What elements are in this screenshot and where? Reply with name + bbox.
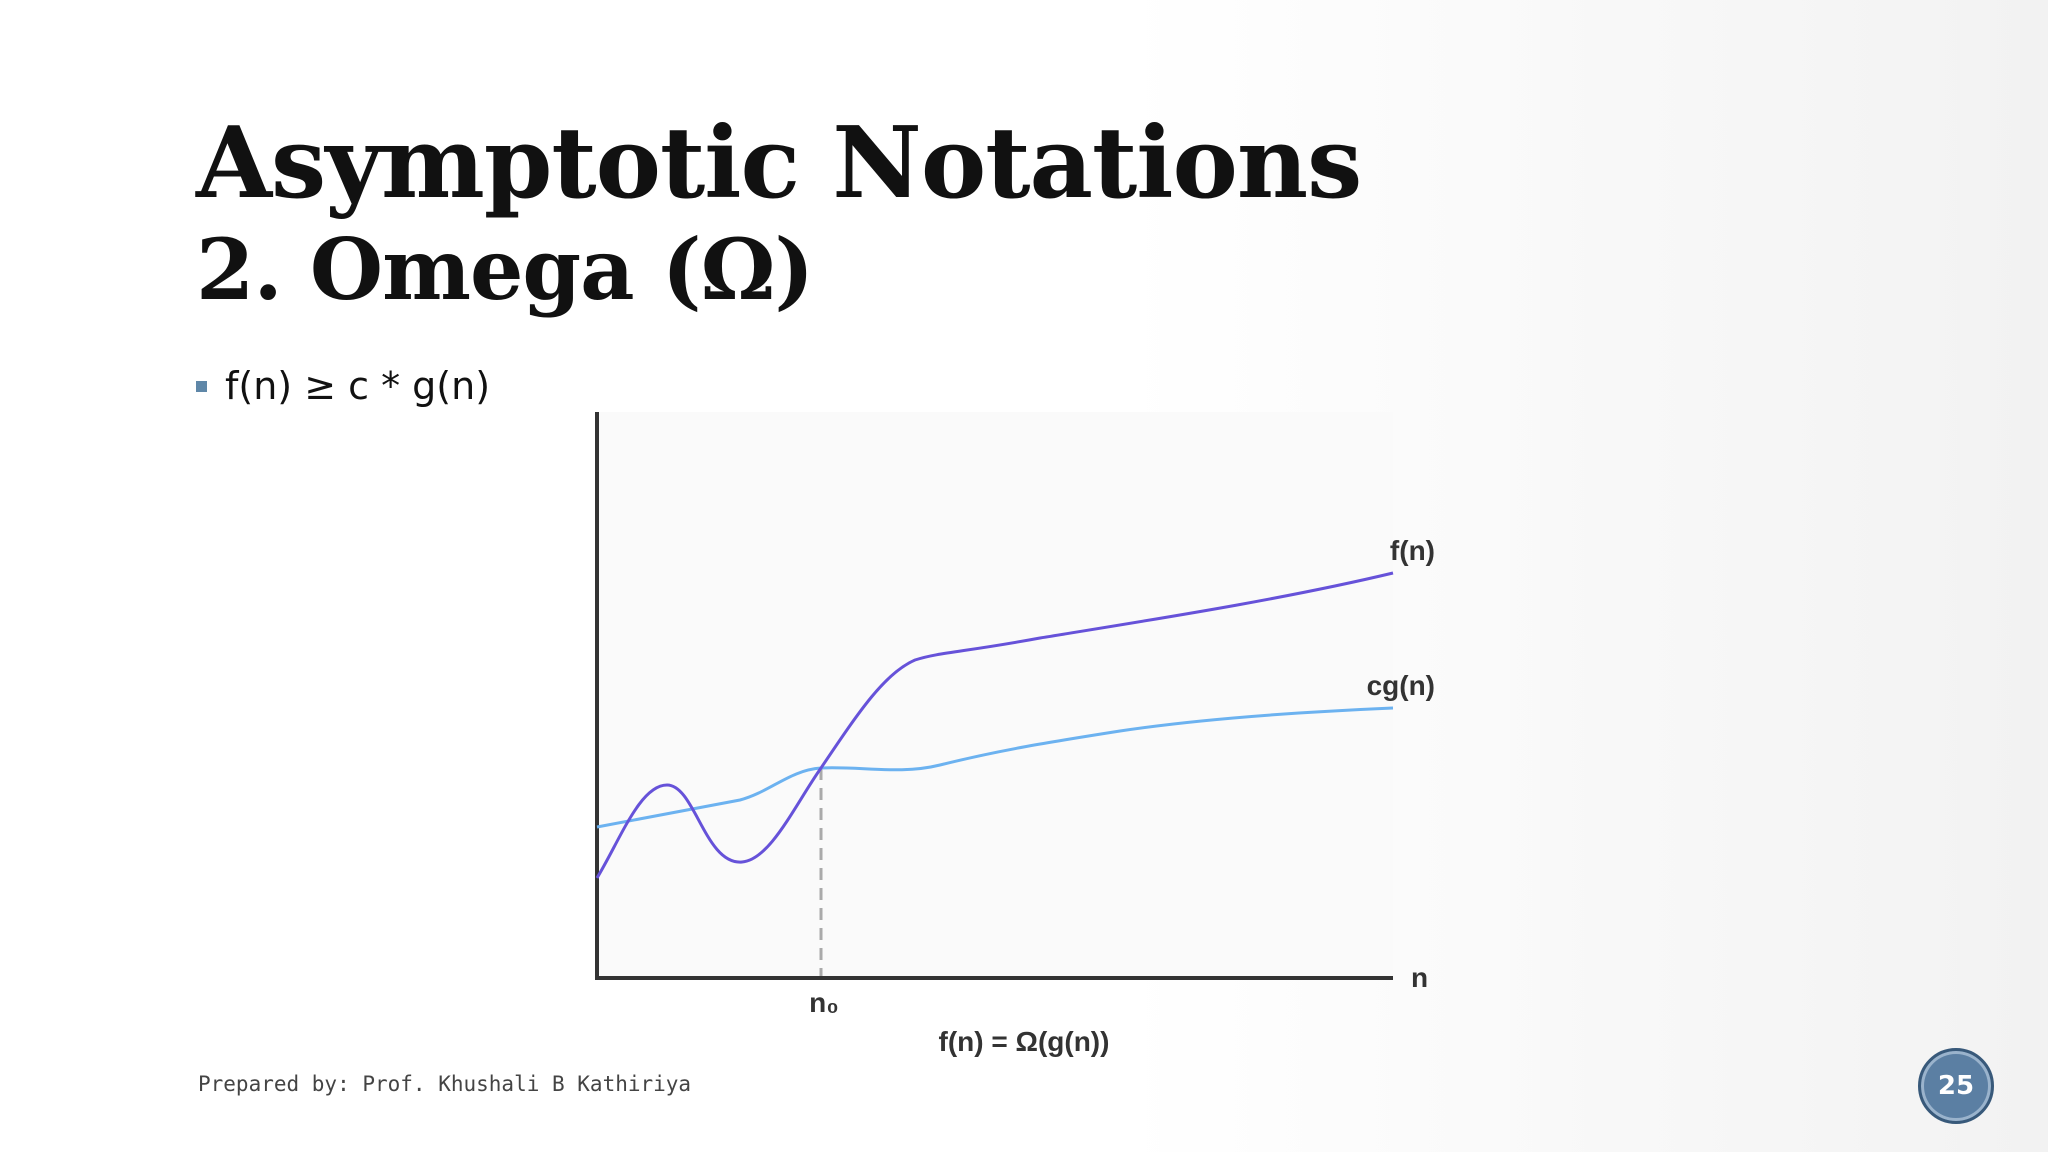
cgn-curve (596, 706, 1394, 829)
x-axis-label: n (1411, 962, 1428, 993)
cgn-label: cg(n) (1367, 670, 1435, 701)
page-number-badge: 25 (1918, 1048, 1994, 1124)
page-number: 25 (1937, 1071, 1975, 1101)
fn-curve (595, 571, 1394, 879)
bullet-item: f(n) ≥ c * g(n) (196, 364, 490, 408)
diagram-caption: f(n) = Ω(g(n)) (939, 1026, 1110, 1057)
footer-credit: Prepared by: Prof. Khushali B Kathiriya (198, 1072, 692, 1096)
bullet-text: f(n) ≥ c * g(n) (225, 364, 491, 408)
fn-label: f(n) (1390, 535, 1435, 566)
plot-background (597, 412, 1393, 978)
bullet-square-icon (196, 380, 207, 392)
n0-label: n₀ (809, 987, 839, 1018)
title-line-2: 2. Omega (Ω) (196, 220, 814, 319)
title-line-1: Asymptotic Notations (196, 106, 1362, 221)
slide-title: Asymptotic Notations 2. Omega (Ω) (196, 106, 1362, 322)
